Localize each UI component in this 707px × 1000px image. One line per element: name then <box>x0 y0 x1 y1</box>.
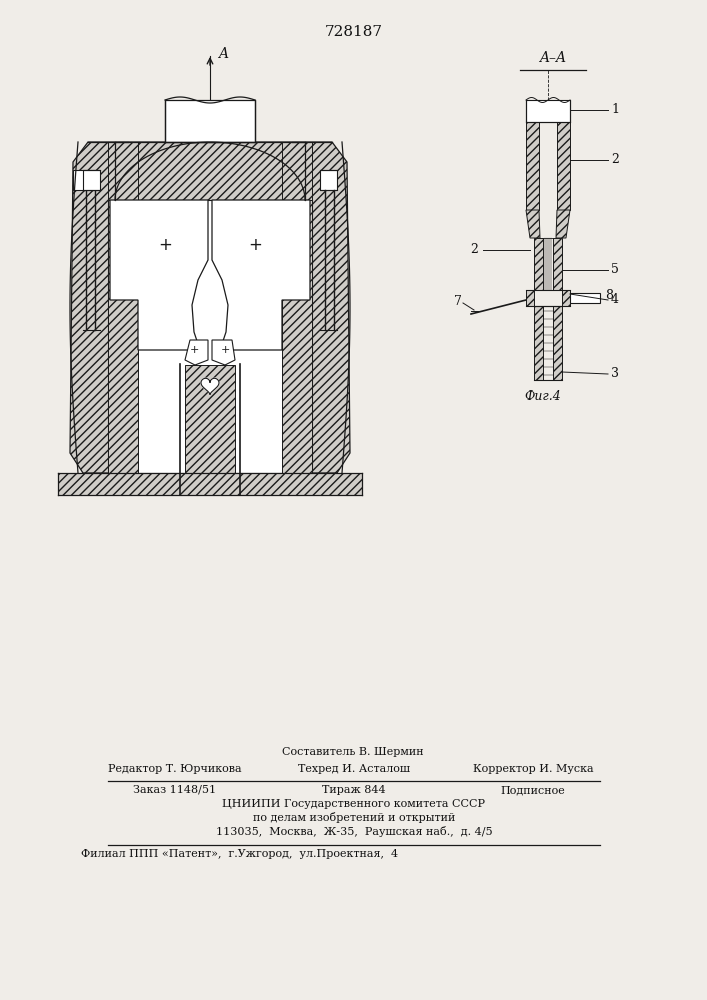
Text: +: + <box>248 236 262 254</box>
Bar <box>320 170 337 190</box>
Text: Техред И. Асталош: Техред И. Асталош <box>298 764 410 774</box>
Polygon shape <box>534 238 543 290</box>
Polygon shape <box>553 306 562 380</box>
Text: Тираж 844: Тираж 844 <box>322 785 386 795</box>
Bar <box>185 365 235 473</box>
Text: A: A <box>190 484 200 498</box>
Polygon shape <box>557 122 570 210</box>
Text: 1: 1 <box>611 103 619 116</box>
Text: Филиал ППП «Патент»,  г.Ужгород,  ул.Проектная,  4: Филиал ППП «Патент», г.Ужгород, ул.Проек… <box>81 849 399 859</box>
Polygon shape <box>70 142 350 473</box>
Text: 2: 2 <box>611 153 619 166</box>
Text: +: + <box>221 345 230 355</box>
Bar <box>108 142 138 200</box>
Bar <box>282 200 312 473</box>
Bar <box>108 200 138 473</box>
Text: +: + <box>189 345 199 355</box>
Text: Редактор Т. Юрчикова: Редактор Т. Юрчикова <box>108 764 242 774</box>
Text: по делам изобретений и открытий: по делам изобретений и открытий <box>253 812 455 823</box>
Text: Корректор И. Муска: Корректор И. Муска <box>473 764 593 774</box>
Text: ЦНИИПИ Государственного комитета СССР: ЦНИИПИ Государственного комитета СССР <box>223 799 486 809</box>
Bar <box>165 100 255 142</box>
Polygon shape <box>115 142 305 200</box>
Polygon shape <box>526 210 540 238</box>
Bar <box>58 473 362 495</box>
Text: 2: 2 <box>470 243 478 256</box>
Text: Заказ 1148/51: Заказ 1148/51 <box>134 785 216 795</box>
Polygon shape <box>562 290 570 306</box>
Text: +: + <box>158 236 172 254</box>
Polygon shape <box>212 340 235 365</box>
Polygon shape <box>110 200 208 350</box>
Text: 5: 5 <box>611 263 619 276</box>
Text: Подписное: Подписное <box>501 785 566 795</box>
Text: 4: 4 <box>611 293 619 306</box>
Text: 113035,  Москва,  Ж-35,  Раушская наб.,  д. 4/5: 113035, Москва, Ж-35, Раушская наб., д. … <box>216 826 492 837</box>
Polygon shape <box>526 290 534 306</box>
Bar <box>526 100 570 122</box>
Bar <box>282 142 312 200</box>
Polygon shape <box>534 306 543 380</box>
Text: Фиг.4: Фиг.4 <box>525 390 561 403</box>
Text: Составитель В. Шермин: Составитель В. Шермин <box>282 747 423 757</box>
Text: 3: 3 <box>611 367 619 380</box>
Polygon shape <box>185 340 208 365</box>
Bar <box>108 200 312 473</box>
Polygon shape <box>556 210 570 238</box>
Polygon shape <box>212 200 310 350</box>
Text: 7: 7 <box>454 295 462 308</box>
Text: 728187: 728187 <box>325 25 383 39</box>
Text: Фиг.3: Фиг.3 <box>218 485 255 498</box>
Text: A–A: A–A <box>539 51 566 65</box>
Text: A: A <box>218 47 228 61</box>
Polygon shape <box>526 122 539 210</box>
Text: 8: 8 <box>605 289 613 302</box>
Bar <box>73 170 99 190</box>
Bar <box>83 170 100 190</box>
Polygon shape <box>201 378 219 395</box>
Polygon shape <box>553 238 562 290</box>
Bar <box>570 293 600 303</box>
